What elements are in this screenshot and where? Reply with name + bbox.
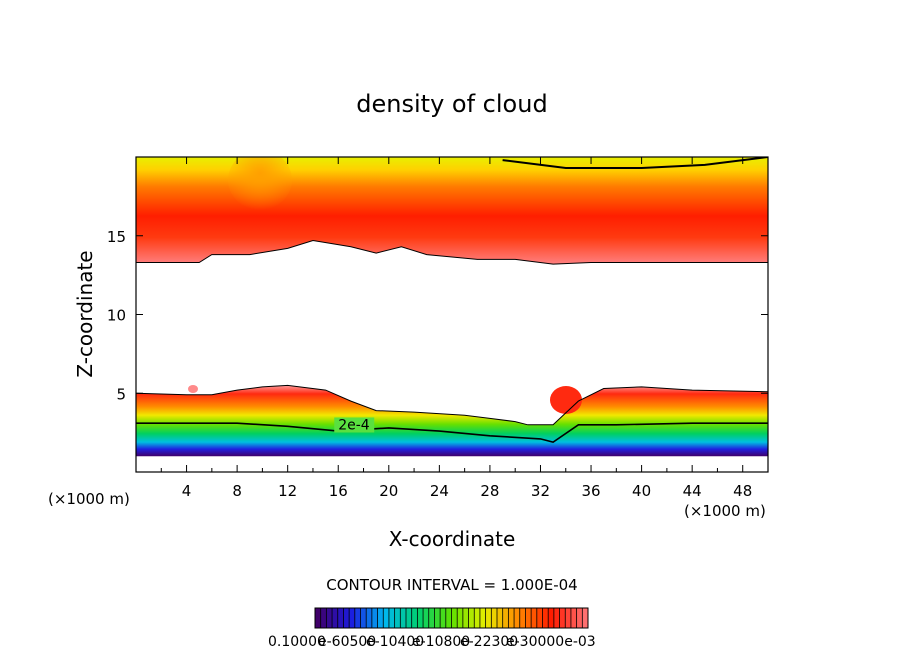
colorbar-label: e-10400 xyxy=(366,634,424,650)
colorbar-swatch xyxy=(565,608,572,628)
colorbar-swatch xyxy=(360,608,367,628)
contour-2e-4 xyxy=(136,422,768,443)
x-tick-label: 20 xyxy=(379,482,398,500)
lower-cloud-blob xyxy=(550,386,582,414)
colorbar-swatch xyxy=(531,608,538,628)
colorbar-swatch xyxy=(388,608,396,628)
colorbar-swatch xyxy=(570,608,578,628)
colorbar-swatch xyxy=(536,608,543,628)
y-tick-label: 5 xyxy=(116,385,126,403)
colorbar-swatch xyxy=(497,608,504,628)
colorbar-swatch xyxy=(315,608,322,628)
upper-hot-spot xyxy=(228,157,292,210)
colorbar-swatch xyxy=(559,608,566,628)
colorbar-label: e-22300 xyxy=(460,634,518,650)
colorbar-swatch xyxy=(525,608,532,628)
x-tick-label: 24 xyxy=(430,482,449,500)
x-unit-left: (×1000 m) xyxy=(48,490,130,508)
colorbar-swatch xyxy=(553,608,561,628)
colorbar-swatch xyxy=(514,608,521,628)
colorbar-swatch xyxy=(332,608,339,628)
colorbar-swatch xyxy=(383,608,390,628)
plot-field xyxy=(136,157,768,457)
colorbar-swatch xyxy=(457,608,464,628)
x-tick-label: 32 xyxy=(531,482,550,500)
colorbar xyxy=(314,607,589,629)
colorbar-swatch xyxy=(451,608,458,628)
x-tick-label: 8 xyxy=(232,482,242,500)
colorbar-swatch xyxy=(349,608,356,628)
x-tick-label: 16 xyxy=(329,482,348,500)
colorbar-swatch xyxy=(434,608,441,628)
upper-layer-base-contour xyxy=(136,239,768,265)
colorbar-swatch xyxy=(417,608,424,628)
x-axis-label: X-coordinate xyxy=(389,527,516,551)
colorbar-swatch xyxy=(542,608,549,628)
colorbar-swatch xyxy=(519,608,526,628)
x-tick-label: 44 xyxy=(683,482,702,500)
x-tick-label: 4 xyxy=(182,482,192,500)
colorbar-swatch xyxy=(502,608,509,628)
colorbar-swatch xyxy=(423,608,430,628)
colorbar-swatch xyxy=(491,608,498,628)
colorbar-swatch xyxy=(468,608,475,628)
colorbar-swatch xyxy=(462,608,470,628)
colorbar-swatch xyxy=(326,608,333,628)
colorbar-swatch xyxy=(428,608,435,628)
colorbar-swatch xyxy=(582,608,589,628)
colorbar-swatch xyxy=(479,608,487,628)
upper-cloud-layer xyxy=(136,157,768,265)
colorbar-labels: 0.10000e-60500e-10400e-10800e-22300e-300… xyxy=(268,634,596,650)
chart-title: density of cloud xyxy=(356,90,547,118)
y-axis: 5 10 15 xyxy=(107,228,768,403)
colorbar-swatch xyxy=(366,608,373,628)
colorbar-swatch xyxy=(337,608,344,628)
colorbar-swatch xyxy=(371,608,379,628)
x-tick-label: 48 xyxy=(733,482,752,500)
colorbar-swatch xyxy=(576,608,583,628)
lower-cloud-layer xyxy=(136,385,768,457)
x-tick-label: 40 xyxy=(632,482,651,500)
colorbar-label: e-30000e-03 xyxy=(506,634,596,650)
colorbar-swatch xyxy=(445,608,452,628)
x-unit-right: (×1000 m) xyxy=(684,502,766,520)
x-tick-label: 28 xyxy=(480,482,499,500)
colorbar-swatch xyxy=(400,608,407,628)
contour-interval-label: CONTOUR INTERVAL = 1.000E-04 xyxy=(326,576,577,594)
colorbar-swatch xyxy=(508,608,515,628)
colorbar-label: e-60500 xyxy=(318,634,376,650)
colorbar-swatch xyxy=(474,608,481,628)
colorbar-label: 0.10000 xyxy=(268,634,326,650)
contour-label: 2e-4 xyxy=(338,417,370,433)
colorbar-swatch xyxy=(320,608,327,628)
contour-label-bg xyxy=(334,417,375,433)
y-axis-label: Z-coordinate xyxy=(73,250,97,377)
colorbar-swatch xyxy=(411,608,418,628)
colorbar-swatch xyxy=(440,608,447,628)
y-tick-label: 10 xyxy=(107,307,126,325)
y-tick-label: 15 xyxy=(107,228,126,246)
colorbar-swatch xyxy=(548,608,555,628)
colorbar-swatch xyxy=(377,608,384,628)
x-tick-label: 36 xyxy=(581,482,600,500)
colorbar-label: e-10800 xyxy=(412,634,470,650)
x-tick-label: 12 xyxy=(278,482,297,500)
colorbar-swatch xyxy=(485,608,492,628)
colorbar-swatch xyxy=(406,608,413,628)
colorbar-frame xyxy=(314,607,589,629)
lower-layer-top-contour xyxy=(136,384,768,426)
small-cloud-patch xyxy=(188,385,198,393)
upper-max-contour xyxy=(502,157,768,169)
colorbar-swatch xyxy=(354,608,361,628)
x-axis: 4 8 12 16 20 24 28 32 36 40 44 48 xyxy=(160,157,752,500)
colorbar-swatch xyxy=(394,608,401,628)
colorbar-swatch xyxy=(343,608,350,628)
